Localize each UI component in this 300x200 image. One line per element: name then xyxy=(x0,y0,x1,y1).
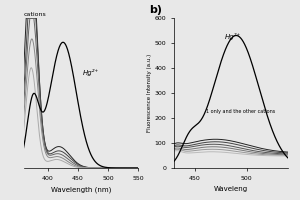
X-axis label: Wavelength (nm): Wavelength (nm) xyxy=(51,186,111,193)
Text: 1 only and the other cations: 1 only and the other cations xyxy=(206,108,275,114)
Text: b): b) xyxy=(149,5,162,15)
Text: cations: cations xyxy=(24,11,47,17)
Text: Hg²⁺: Hg²⁺ xyxy=(83,68,100,75)
Y-axis label: Fluorescence Intensity (a.u.): Fluorescence Intensity (a.u.) xyxy=(147,54,152,132)
Text: Hg²⁺: Hg²⁺ xyxy=(225,32,242,40)
X-axis label: Waveleng: Waveleng xyxy=(214,186,248,192)
